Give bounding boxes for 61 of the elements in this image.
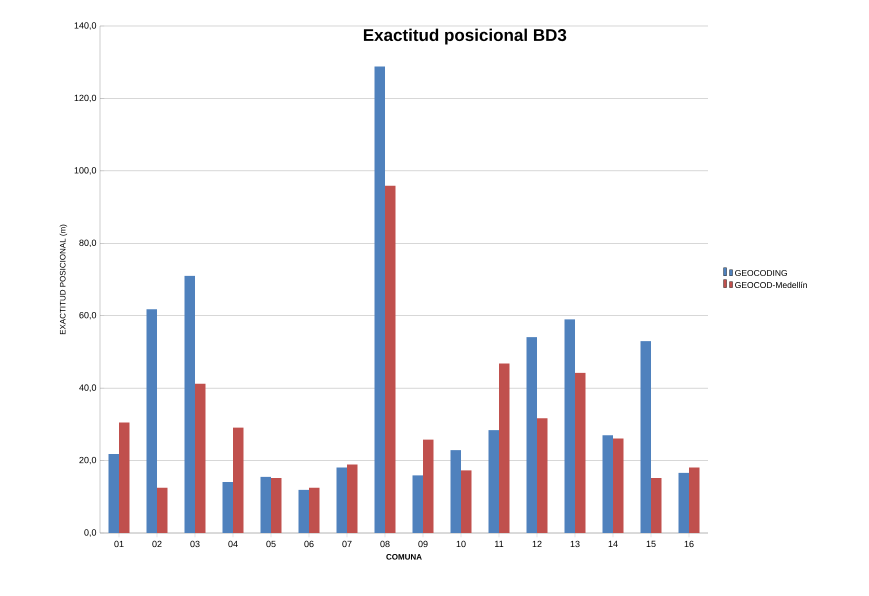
y-tick-label: 140,0 xyxy=(74,22,96,30)
bar xyxy=(412,475,424,533)
bar xyxy=(336,467,348,533)
x-tick-label: 08 xyxy=(380,540,390,548)
x-tick-label: 16 xyxy=(684,540,694,548)
x-tick-label: 09 xyxy=(418,540,428,548)
bar xyxy=(347,464,358,533)
bar xyxy=(195,384,206,533)
bar xyxy=(488,430,500,533)
bar xyxy=(222,482,233,533)
x-tick-label: 10 xyxy=(456,540,466,548)
bar xyxy=(640,341,652,533)
x-tick-label: 11 xyxy=(495,540,504,547)
bar xyxy=(309,488,320,533)
bar xyxy=(108,454,119,533)
x-tick-label: 06 xyxy=(304,540,314,548)
bar xyxy=(575,372,586,533)
y-tick-label: 60,0 xyxy=(79,312,96,320)
bar xyxy=(374,66,386,533)
x-tick-label: 15 xyxy=(646,540,656,548)
y-tick-label: 80,0 xyxy=(79,240,96,248)
x-tick-label: 02 xyxy=(152,540,162,548)
y-tick-label: 40,0 xyxy=(79,384,96,392)
bar xyxy=(423,440,434,533)
bar xyxy=(157,488,168,533)
y-tick-label: 20,0 xyxy=(79,456,96,464)
x-tick-label: 07 xyxy=(342,540,352,548)
x-tick-label: 04 xyxy=(228,540,238,548)
x-tick-label: 05 xyxy=(266,540,276,548)
bar xyxy=(613,438,624,533)
bar xyxy=(450,450,462,533)
x-tick-label: 01 xyxy=(114,540,124,548)
bar xyxy=(385,186,396,533)
bar xyxy=(146,309,157,533)
bar xyxy=(119,422,130,533)
legend-label: GEOCOD-Medellín xyxy=(735,282,807,288)
x-tick-label: 12 xyxy=(532,540,542,548)
x-tick-label: 03 xyxy=(190,540,200,548)
y-tick-label: 0,0 xyxy=(84,529,96,537)
bar xyxy=(651,478,662,533)
bar xyxy=(602,435,614,533)
x-axis-title: COMUNA xyxy=(386,554,422,560)
bar xyxy=(260,476,271,533)
y-tick-label: 120,0 xyxy=(74,94,96,102)
chart-title: Exactitud posicional BD3 xyxy=(364,28,566,44)
bar xyxy=(526,337,538,533)
x-tick-label: 14 xyxy=(608,540,618,547)
bar xyxy=(564,319,576,533)
y-tick-label: 100,0 xyxy=(74,167,96,175)
y-axis-title: EXACTITUD POSICIONAL (m) xyxy=(60,224,68,334)
legend-label: GEOCODING xyxy=(735,270,787,276)
bar xyxy=(537,418,548,533)
x-tick-label: 13 xyxy=(570,540,580,548)
bar xyxy=(298,490,309,533)
bar xyxy=(184,276,195,533)
bar xyxy=(678,472,690,533)
bar xyxy=(271,478,282,533)
bar xyxy=(461,470,472,533)
bar xyxy=(233,428,244,533)
bar xyxy=(499,364,510,533)
bar xyxy=(689,467,700,533)
